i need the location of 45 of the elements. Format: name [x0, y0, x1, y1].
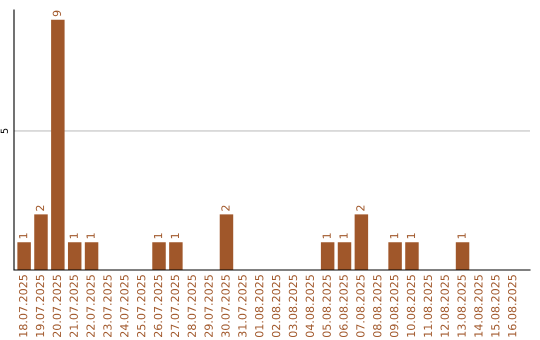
y-tick-label: 5	[0, 128, 8, 134]
x-tick-label: 22.07.2025	[86, 275, 95, 337]
x-tick-label: 03.08.2025	[288, 275, 298, 338]
x-tick-label: 31.07.2025	[238, 275, 247, 337]
data-label: 1	[406, 233, 416, 238]
x-tick-label: 15.08.2025	[491, 275, 500, 337]
data-label: 1	[339, 233, 348, 238]
x-tick-label: 08.08.2025	[373, 275, 382, 338]
data-label: 1	[458, 233, 466, 238]
data-label: 1	[170, 233, 179, 238]
x-tick-label: 05.08.2025	[322, 275, 331, 338]
data-label: 1	[86, 233, 95, 238]
x-tick-label: 30.07.2025	[221, 275, 230, 337]
x-tick-label: 23.07.2025	[103, 275, 112, 337]
x-tick-label: 19.07.2025	[36, 275, 44, 337]
x-tick-label: 01.08.2025	[255, 275, 264, 338]
x-tick-label: 21.07.2025	[70, 275, 78, 337]
x-tick-label: 28.07.2025	[188, 275, 196, 337]
x-tick-label: 16.08.2025	[508, 275, 516, 337]
x-tick-label: 12.08.2025	[440, 275, 449, 337]
x-tick-label: 02.08.2025	[272, 275, 280, 338]
x-tick-label: 09.08.2025	[390, 275, 398, 338]
x-tick-label: 29.07.2025	[204, 275, 213, 337]
x-tick-label: 18.07.2025	[18, 275, 28, 337]
x-tick-label: 24.07.2025	[120, 275, 129, 337]
x-tick-label: 25.07.2025	[136, 275, 146, 337]
data-label: 2	[356, 206, 364, 211]
data-label: 1	[70, 233, 78, 238]
data-label: 1	[154, 233, 162, 238]
x-tick-label: 14.08.2025	[474, 275, 483, 337]
data-label: 1	[390, 233, 398, 238]
x-tick-label: 10.08.2025	[406, 275, 416, 337]
x-tick-label: 27.07.2025	[170, 275, 180, 337]
x-tick-label: 13.08.2025	[457, 275, 466, 337]
x-tick-label: 26.07.2025	[154, 275, 162, 337]
x-tick-label: 06.08.2025	[339, 275, 348, 338]
data-label: 2	[221, 206, 230, 211]
x-tick-label: 07.08.2025	[356, 275, 365, 338]
x-tick-label: 04.08.2025	[306, 275, 314, 338]
data-label: 1	[322, 233, 331, 238]
data-label: 9	[52, 10, 62, 16]
x-tick-label: 20.07.2025	[52, 275, 62, 337]
data-label: 2	[36, 206, 44, 211]
data-label: 1	[19, 233, 28, 238]
x-tick-label: 11.08.2025	[424, 275, 432, 337]
